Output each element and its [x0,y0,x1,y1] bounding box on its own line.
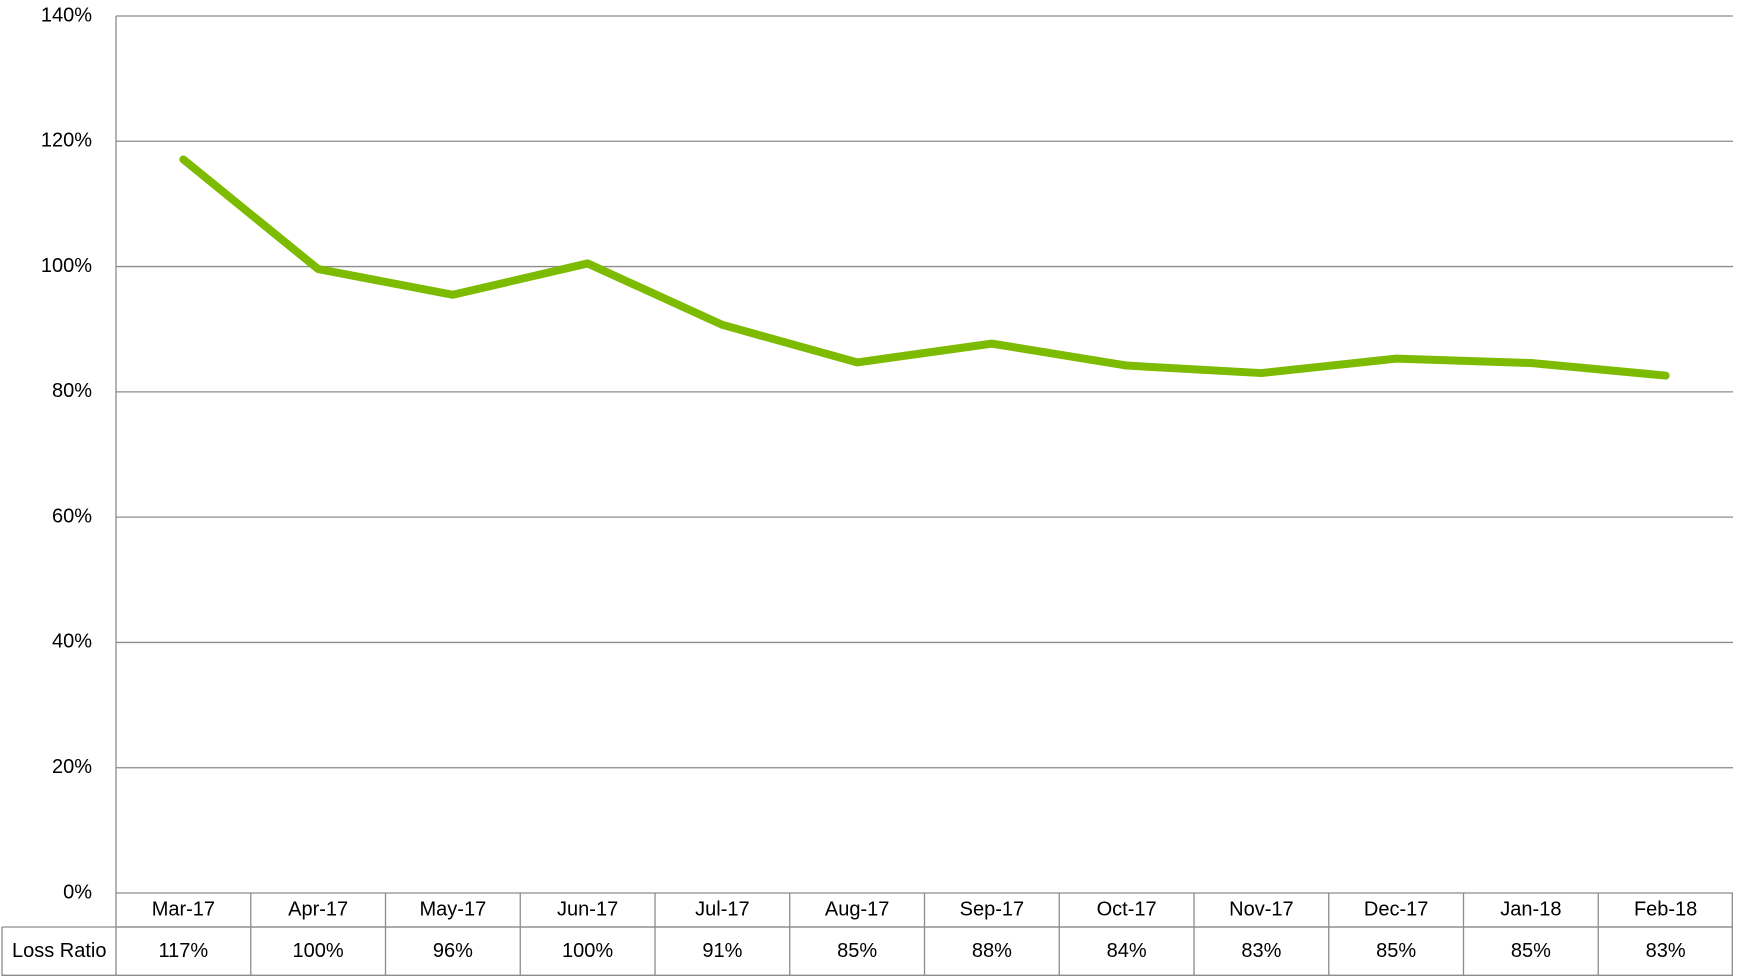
y-tick-label: 140% [41,4,92,26]
y-tick-label: 60% [52,505,92,527]
data-label: 100% [293,940,344,962]
data-label: 117% [159,940,209,962]
y-tick-label: 40% [52,631,92,653]
x-tick-label: Aug-17 [825,898,890,920]
x-tick-label: Apr-17 [288,898,348,920]
x-tick-label: Nov-17 [1229,898,1293,920]
y-tick-label: 20% [52,756,92,778]
data-label: 85% [1376,940,1416,962]
data-label: 84% [1107,940,1147,962]
x-tick-label: Feb-18 [1634,898,1697,920]
data-label: 85% [1511,940,1551,962]
x-tick-label: Jun-17 [557,898,618,920]
x-tick-label: Mar-17 [152,898,215,920]
data-label: 91% [702,940,742,962]
data-line [179,155,1670,380]
x-tick-label: Dec-17 [1364,898,1428,920]
x-tick-label: Jan-18 [1500,898,1561,920]
x-tick-label: Sep-17 [960,898,1025,920]
data-label: 96% [433,940,473,962]
x-tick-label: Oct-17 [1097,898,1157,920]
data-label: 100% [562,940,613,962]
y-tick-label: 100% [41,255,92,277]
data-label: 83% [1646,940,1686,962]
data-label: 88% [972,940,1012,962]
x-tick-label: Jul-17 [695,898,749,920]
x-tick-label: May-17 [420,898,487,920]
y-tick-label: 0% [63,881,92,903]
data-label: 83% [1241,940,1281,962]
y-tick-label: 80% [52,380,92,402]
data-label: 85% [837,940,877,962]
legend-label: Loss Ratio [12,940,107,962]
y-tick-label: 120% [41,130,92,152]
